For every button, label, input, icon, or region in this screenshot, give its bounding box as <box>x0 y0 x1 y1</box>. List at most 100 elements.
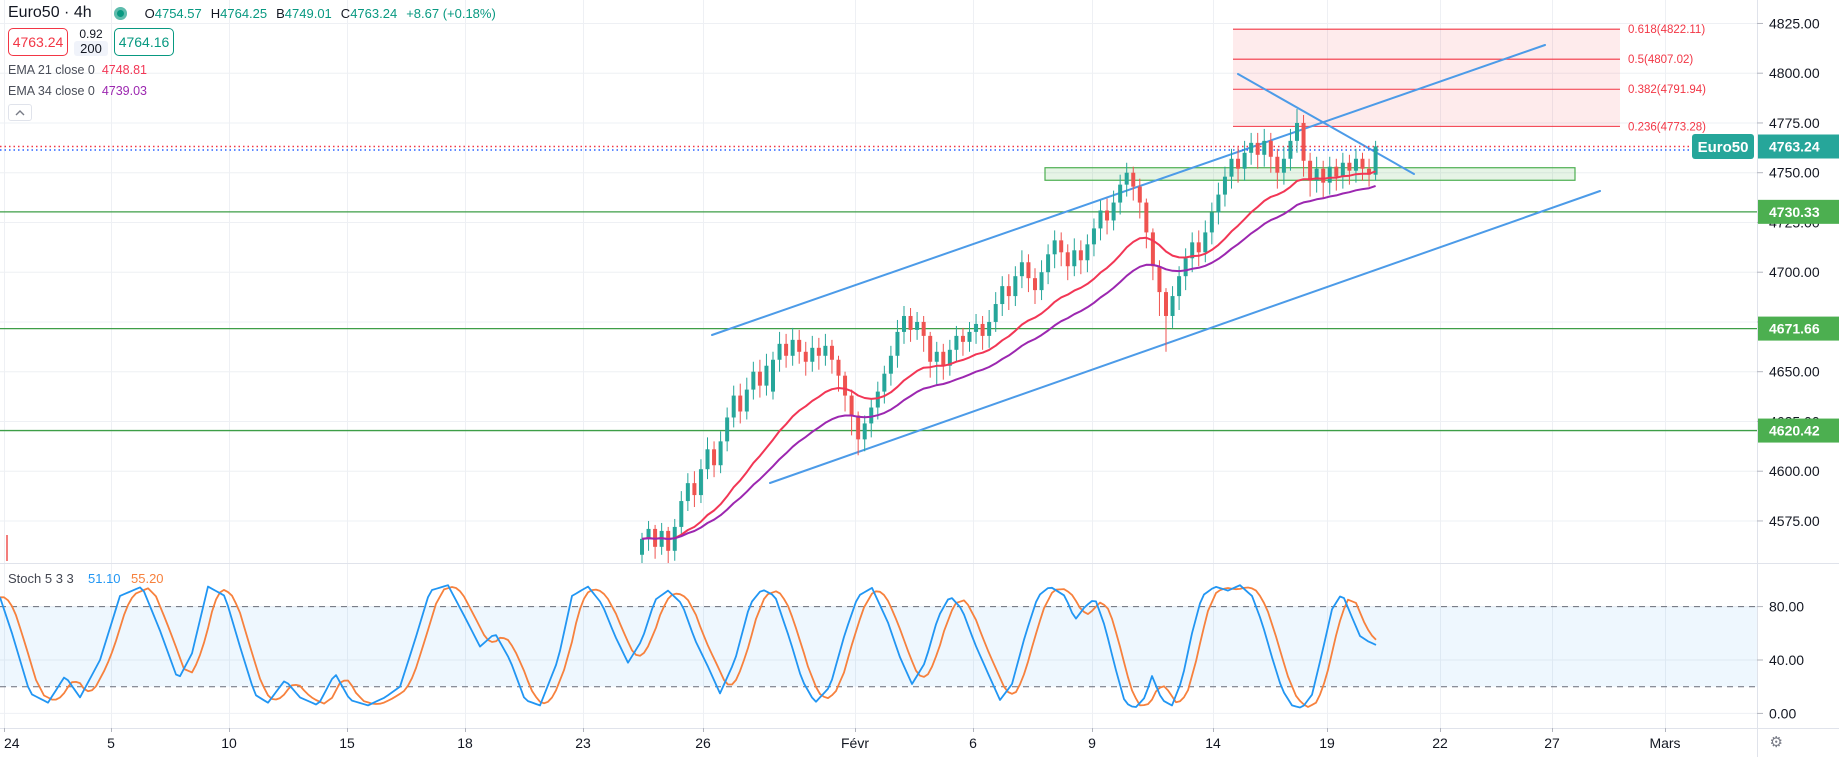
candle-body <box>875 391 880 408</box>
candle-body <box>1006 286 1011 297</box>
candle-body <box>888 355 893 374</box>
candle-body <box>1249 142 1254 153</box>
candle-body <box>810 347 815 362</box>
candle-body <box>1281 158 1286 173</box>
candle-body <box>1059 240 1064 253</box>
price-axis[interactable]: 4825.004800.004775.004750.004725.004700.… <box>1757 15 1839 721</box>
symbol-title[interactable]: Euro50 · 4h <box>8 4 92 21</box>
candle-body <box>1262 140 1267 155</box>
stoch-legend[interactable]: Stoch 5 3 3 51.10 55.20 <box>8 571 164 586</box>
candle-body <box>692 483 697 496</box>
buy-button[interactable]: 4764.16 <box>114 28 174 56</box>
candle-body <box>947 349 952 366</box>
fib-label-0.382: 0.382(4791.94) <box>1628 84 1706 96</box>
candle-body <box>705 449 710 470</box>
candle-body <box>1275 156 1280 173</box>
candle-body <box>757 371 762 386</box>
quantity-field[interactable]: 200 <box>74 41 108 56</box>
fib-label-0.236: 0.236(4773.28) <box>1628 121 1706 133</box>
trendline-peak-descending[interactable] <box>1237 73 1415 175</box>
candle-body <box>862 423 867 440</box>
ema21-legend[interactable]: EMA 21 close 0 4748.81 <box>8 63 147 77</box>
candle-body <box>1039 272 1044 291</box>
time-tick-label: 27 <box>1544 735 1560 751</box>
candle-body <box>1222 176 1227 195</box>
time-tick-label: 26 <box>695 735 711 751</box>
time-tick-label: 19 <box>1319 735 1335 751</box>
price-tick-label: 4825.00 <box>1769 15 1820 31</box>
candle-body <box>1072 250 1077 267</box>
candle-body <box>1013 276 1018 297</box>
candle-body <box>1078 250 1083 261</box>
candle-body <box>1321 168 1326 183</box>
stoch-tick-label: 40.00 <box>1769 652 1804 668</box>
candle-body <box>1327 166 1332 183</box>
candle-body <box>803 351 808 362</box>
stoch-k-value: 51.10 <box>88 571 121 586</box>
candle-body <box>1177 276 1182 297</box>
candle-body <box>928 335 933 362</box>
candle-body <box>797 339 802 352</box>
time-axis[interactable]: 24 5 10 15 18 23 26 Févr 6 9 14 19 22 27 Mars <box>4 728 1681 751</box>
ohlc-values: O4754.57 H4764.25 B4749.01 C4763.24 +8.6… <box>144 5 496 21</box>
candle-body <box>751 371 756 390</box>
candle-body <box>1295 122 1299 141</box>
candle-body <box>829 345 834 360</box>
level-badge-value: 4671.66 <box>1769 321 1820 337</box>
candle-body <box>1091 228 1096 245</box>
candle-body <box>1137 186 1142 203</box>
stoch-d-value: 55.20 <box>131 571 164 586</box>
gear-icon[interactable]: ⚙ <box>1769 734 1783 751</box>
ema34-value: 4739.03 <box>101 84 147 98</box>
stoch-k-line[interactable] <box>0 584 1377 709</box>
candle-body <box>771 359 775 392</box>
price-pane[interactable] <box>0 28 1757 577</box>
candle-body <box>1019 262 1024 277</box>
candle-body <box>1203 232 1208 253</box>
candle-body <box>1150 232 1155 267</box>
candle-body <box>784 343 789 356</box>
price-tick-label: 4775.00 <box>1769 115 1820 131</box>
last-price-value: 4763.24 <box>1769 139 1820 155</box>
candle-body <box>1360 158 1365 169</box>
candle-body <box>1334 166 1339 177</box>
candle-body <box>1255 142 1260 155</box>
symbol-price-tag-label: Euro50 <box>1698 139 1749 156</box>
stoch-d-line[interactable] <box>0 586 1377 708</box>
level-badge <box>1758 199 1839 224</box>
candle-body <box>1353 158 1358 171</box>
candle-body <box>1288 140 1293 159</box>
stoch-pane[interactable] <box>0 584 1757 709</box>
candle-body <box>934 351 939 362</box>
candle-body <box>1340 162 1345 177</box>
candle-body <box>1131 172 1136 187</box>
candle-body <box>993 304 998 322</box>
candle-body <box>1065 252 1070 267</box>
level-badge-value: 4730.33 <box>1769 204 1820 220</box>
candles[interactable] <box>640 109 1378 577</box>
candle-body <box>1209 212 1214 233</box>
collapse-legend-button[interactable] <box>8 104 32 121</box>
ema21-line[interactable] <box>641 170 1376 541</box>
symbol-price-tag <box>1692 134 1754 159</box>
ema34-legend[interactable]: EMA 34 close 0 4739.03 <box>8 84 147 98</box>
fib-zone-box[interactable] <box>1233 29 1620 127</box>
status-dot-icon[interactable] <box>113 6 127 20</box>
candle-body <box>1118 184 1123 203</box>
candle-body <box>987 321 992 336</box>
candle-body <box>1183 258 1188 277</box>
fib-labels: 0.618(4822.11) 0.5(4807.02) 0.382(4791.94)… <box>1628 24 1706 133</box>
candle-body <box>1216 194 1221 213</box>
candle-body <box>1026 262 1031 279</box>
spread-value: 0.92 <box>79 27 103 41</box>
ema34-line[interactable] <box>641 184 1376 540</box>
candle-body <box>640 538 644 555</box>
stoch-tick-label: 0.00 <box>1769 705 1796 721</box>
candle-body <box>698 469 703 496</box>
sell-button[interactable]: 4763.24 <box>8 28 68 56</box>
candle-body <box>744 389 749 412</box>
trendline-channel-lower[interactable] <box>769 190 1601 484</box>
trendline-channel-upper[interactable] <box>711 44 1546 336</box>
